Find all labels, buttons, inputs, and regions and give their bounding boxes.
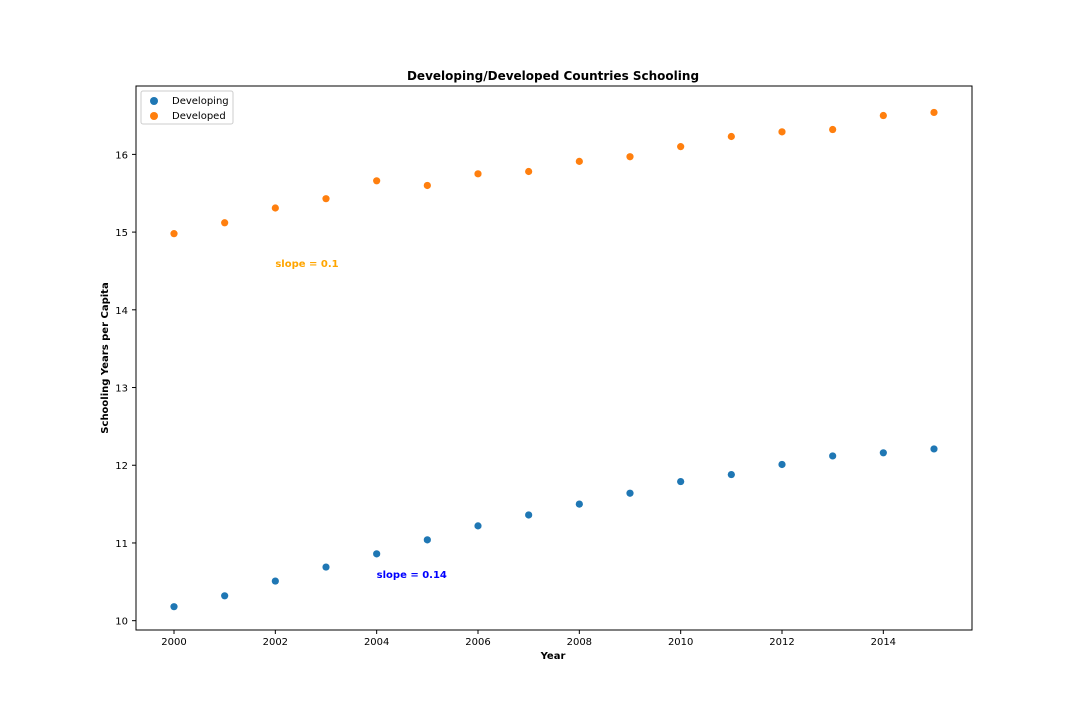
y-tick-label: 14 (115, 306, 128, 317)
chart-title: Developing/Developed Countries Schooling (407, 69, 699, 83)
point-developed (829, 125, 837, 134)
point-developing (423, 536, 431, 544)
point-developing (677, 477, 685, 486)
y-tick-label: 10 (115, 617, 128, 628)
point-developed (930, 108, 938, 117)
point-developed (525, 167, 533, 176)
plot-frame (135, 85, 973, 631)
x-tick-label: 2010 (668, 637, 693, 648)
point-developing (221, 592, 229, 600)
point-developed (474, 170, 482, 178)
plot-area: 2000 2002 2004 2006 2008 2010 2012 2014 10 11 12 13… (115, 108, 938, 648)
x-tick-label: 2002 (263, 637, 288, 648)
slope-annotation: slope = 0.1 (275, 259, 338, 270)
x-axis-label: Year (540, 651, 566, 662)
point-developed (373, 177, 381, 185)
x-tick-label: 2008 (567, 637, 592, 648)
y-axis-label: Schooling Years per Capita (100, 282, 111, 433)
x-tick-label: 2014 (871, 637, 896, 648)
point-developed (423, 181, 431, 190)
point-developed (170, 230, 178, 238)
point-developing (170, 603, 178, 611)
point-developing (575, 500, 583, 508)
point-developed (322, 195, 330, 203)
slope-annotation: slope = 0.14 (377, 570, 447, 581)
point-developed (575, 157, 583, 165)
legend-marker-developed (150, 112, 158, 120)
point-developed (879, 111, 887, 120)
y-tick-label: 16 (115, 150, 128, 161)
point-developing (626, 489, 634, 497)
legend-marker-developing (150, 97, 158, 105)
point-developing (879, 449, 887, 457)
point-developing (930, 445, 938, 453)
point-developing (271, 577, 279, 585)
point-developed (677, 143, 685, 151)
legend-label-developed: Developed (172, 111, 226, 122)
point-developing (373, 550, 381, 558)
y-tick-label: 13 (115, 384, 128, 395)
point-developed (271, 204, 279, 212)
legend-label-developing: Developing (172, 96, 229, 107)
point-developing (727, 470, 735, 479)
y-tick-label: 12 (115, 461, 128, 472)
point-developed (727, 132, 735, 141)
point-developing (322, 563, 330, 571)
x-tick-label: 2006 (465, 637, 490, 648)
point-developing (525, 511, 533, 519)
x-tick-label: 2004 (364, 637, 389, 648)
point-developing (474, 522, 482, 530)
y-tick-label: 15 (115, 228, 128, 239)
legend-box (140, 90, 234, 125)
point-developed (221, 219, 229, 227)
point-developing (778, 460, 786, 469)
point-developed (626, 153, 634, 161)
point-developed (778, 128, 786, 136)
x-tick-label: 2012 (769, 637, 794, 648)
legend: Developing Developed (140, 90, 234, 125)
x-tick-label: 2000 (161, 637, 186, 648)
y-tick-label: 11 (115, 539, 128, 550)
point-developing (829, 452, 837, 460)
